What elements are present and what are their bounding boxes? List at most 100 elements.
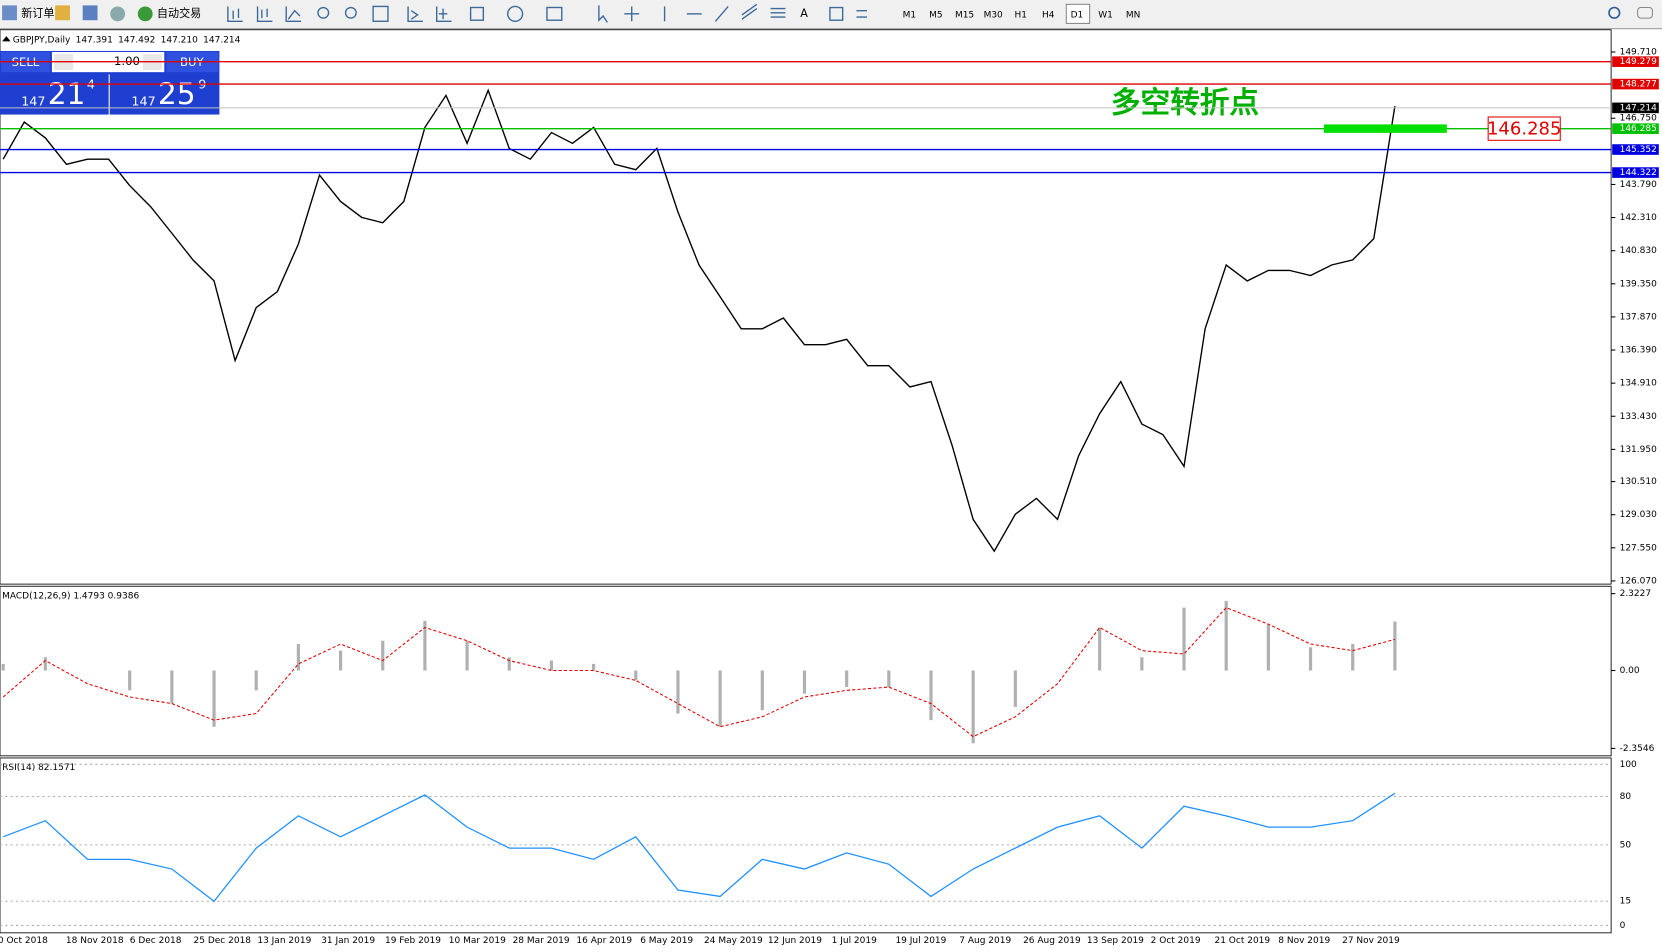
y-tick-label: 127.550: [1620, 543, 1657, 553]
y-tick-label: 126.070: [1620, 576, 1657, 586]
macd-bar: [802, 670, 807, 694]
header-field: 147.391: [76, 35, 113, 45]
level-label: 144.322: [1620, 168, 1657, 178]
macd-bar: [1013, 670, 1017, 707]
macd-bar: [1098, 627, 1102, 671]
macd-bar: [1182, 607, 1186, 671]
x-tick-label: 12 Jun 2019: [768, 936, 822, 946]
text-tool[interactable]: A: [800, 7, 808, 20]
timeframe[interactable]: H1: [1014, 10, 1027, 20]
x-tick-label: 6 May 2019: [640, 936, 693, 946]
search[interactable]: [1608, 6, 1621, 19]
macd-bar: [676, 670, 680, 714]
macd-bar: [549, 660, 554, 671]
x-tick-label: 6 Dec 2018: [130, 936, 182, 946]
x-tick-label: 16 Apr 2019: [576, 936, 632, 946]
timeframe[interactable]: W1: [1098, 10, 1113, 20]
marked-level-label: 146.285: [1487, 119, 1561, 140]
y-tick-label: 143.790: [1620, 180, 1657, 190]
x-tick-label: 13 Jan 2019: [257, 936, 311, 946]
header-field: GBPJPY,Daily: [13, 35, 71, 45]
timeframe[interactable]: H4: [1042, 10, 1055, 20]
macd-bar: [381, 640, 385, 671]
timeframe[interactable]: M15: [955, 10, 974, 20]
marked-level-box: [1487, 116, 1561, 141]
y-tick-label: 0.00: [1620, 666, 1640, 676]
level-label: 148.277: [1620, 80, 1657, 90]
level-box: [1612, 78, 1659, 90]
timeframe[interactable]: M5: [929, 10, 943, 20]
macd-bar: [170, 670, 174, 704]
macd-bar: [296, 644, 300, 671]
y-tick-label: 136.390: [1620, 346, 1657, 356]
macd-bar: [929, 670, 933, 721]
header-field: 147.214: [203, 35, 240, 45]
new-order-icon[interactable]: [2, 5, 17, 21]
header-field: 147.210: [161, 35, 198, 45]
macd-bar: [760, 670, 764, 711]
macd-bar: [423, 620, 427, 671]
y-tick-label: 80: [1620, 792, 1632, 802]
macd-bar: [1266, 624, 1270, 671]
chat[interactable]: [1637, 6, 1653, 19]
x-tick-label: 27 Nov 2019: [1342, 936, 1400, 946]
tool-icon[interactable]: [110, 6, 126, 22]
main-chart: [0, 29, 1612, 585]
x-tick-label: 13 Sep 2019: [1087, 936, 1144, 946]
y-tick-label: 2.3227: [1620, 589, 1652, 599]
timeframe[interactable]: M30: [984, 10, 1003, 20]
x-tick-label: 24 May 2019: [704, 936, 763, 946]
macd-bar: [507, 657, 511, 671]
one-click-trading: SELL 1.00 BUY 147 21 4 147 25 9: [0, 50, 220, 115]
timeframe[interactable]: M1: [903, 10, 917, 20]
level-label: 146.285: [1620, 124, 1657, 134]
ask-big: 147: [131, 93, 155, 108]
macd-bar: [254, 670, 258, 691]
y-tick-label: 133.430: [1620, 412, 1657, 422]
timeframe[interactable]: MN: [1126, 10, 1141, 20]
x-tick-label: 21 Oct 2019: [1214, 936, 1270, 946]
x-tick-label: 0 Oct 2018: [0, 936, 48, 946]
x-tick-label: 25 Dec 2018: [194, 936, 252, 946]
y-tick-label: 146.750: [1620, 114, 1657, 124]
auto-trading[interactable]: 自动交易: [157, 6, 201, 20]
y-tick-label: 130.510: [1620, 477, 1657, 487]
level-box: [1612, 167, 1659, 178]
macd-bar: [634, 670, 638, 681]
y-tick-label: 15: [1620, 897, 1631, 907]
bid-big: 147: [21, 93, 45, 108]
macd-signal: [2, 607, 1396, 738]
new-order[interactable]: 新订单: [21, 6, 54, 20]
macd-bar: [1140, 657, 1144, 671]
bid-mid: 21: [48, 76, 86, 111]
ask-mid: 25: [158, 76, 196, 111]
macd-bar: [971, 670, 975, 744]
rsi-line: [2, 792, 1396, 903]
y-tick-label: 129.030: [1620, 510, 1657, 520]
auto-trading-icon[interactable]: [137, 6, 153, 22]
macd-bar: [212, 670, 216, 727]
tool-icons[interactable]: [227, 3, 868, 23]
level-box: [1612, 144, 1659, 155]
toolbar: [0, 0, 1662, 29]
tool-icon[interactable]: [82, 5, 98, 21]
x-tick-label: 8 Nov 2019: [1278, 936, 1330, 946]
timeframe[interactable]: D1: [1071, 10, 1084, 20]
macd-bar: [43, 657, 47, 671]
tool-icon[interactable]: [55, 5, 70, 21]
macd-bar: [338, 650, 343, 671]
x-tick-label: 19 Jul 2019: [895, 936, 946, 946]
y-tick-label: 149.710: [1620, 48, 1657, 58]
macd-bar: [845, 670, 849, 688]
x-tick-label: 26 Aug 2019: [1023, 936, 1081, 946]
header-field: 147.492: [118, 35, 155, 45]
y-tick-label: 0: [1620, 921, 1626, 931]
current-price-box: [1612, 102, 1659, 114]
x-tick-label: 2 Oct 2019: [1151, 936, 1201, 946]
chart-header: GBPJPY,Daily 147.391 147.492 147.210 147.214: [13, 35, 241, 45]
x-tick-label: 31 Jan 2019: [321, 936, 375, 946]
macd-bar: [718, 670, 722, 727]
macd-bar: [1, 663, 5, 671]
x-tick-label: 19 Feb 2019: [385, 936, 441, 946]
